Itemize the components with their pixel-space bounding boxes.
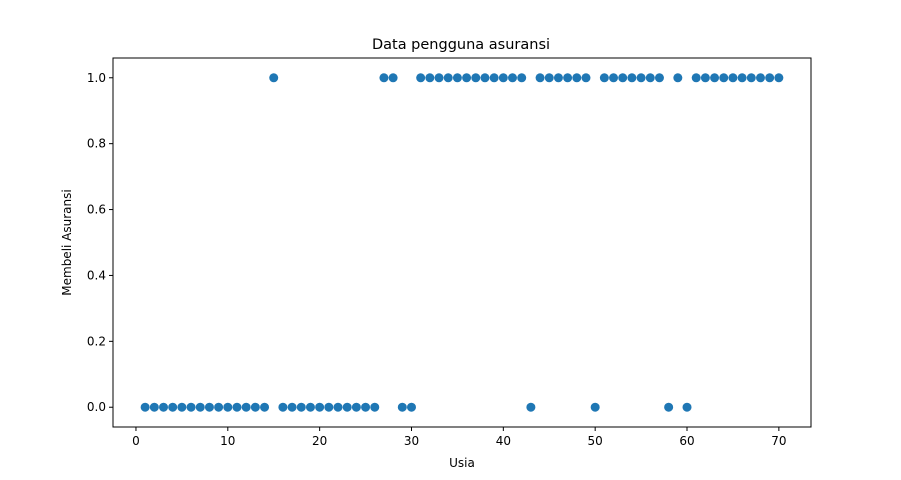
x-tick-label: 10 <box>220 434 235 448</box>
data-point <box>223 402 233 412</box>
data-point <box>416 73 426 83</box>
plot-frame <box>112 57 812 428</box>
data-point <box>489 73 499 83</box>
data-point <box>774 73 784 83</box>
data-point <box>278 402 288 412</box>
data-point <box>250 402 260 412</box>
data-point <box>443 73 453 83</box>
chart-title: Data pengguna asuransi <box>372 37 550 53</box>
data-points <box>140 73 784 412</box>
data-point <box>214 402 224 412</box>
data-point <box>315 402 325 412</box>
data-point <box>204 402 214 412</box>
data-point <box>333 402 343 412</box>
data-point <box>645 73 655 83</box>
y-tick-label: 0.4 <box>87 268 106 282</box>
y-tick-label: 0.6 <box>87 203 106 217</box>
data-point <box>609 73 619 83</box>
y-tick-label: 1.0 <box>87 71 106 85</box>
data-point <box>636 73 646 83</box>
data-point <box>434 73 444 83</box>
y-tick-label: 0.2 <box>87 334 106 348</box>
data-point <box>498 73 508 83</box>
data-point <box>471 73 481 83</box>
y-axis-label: Membeli Asuransi <box>60 189 74 295</box>
data-point <box>572 73 582 83</box>
y-tick-label: 0.0 <box>87 400 106 414</box>
data-point <box>654 73 664 83</box>
data-point <box>149 402 159 412</box>
data-point <box>177 402 187 412</box>
data-point <box>599 73 609 83</box>
data-point <box>462 73 472 83</box>
data-point <box>397 402 407 412</box>
data-point <box>544 73 554 83</box>
data-point <box>700 73 710 83</box>
data-point <box>452 73 462 83</box>
x-tick-label: 0 <box>132 434 140 448</box>
x-axis-ticks: 0 10 20 30 40 50 60 70 <box>132 427 786 448</box>
data-point <box>590 402 600 412</box>
data-point <box>186 402 196 412</box>
data-point <box>627 73 637 83</box>
data-point <box>728 73 738 83</box>
data-point <box>232 402 242 412</box>
data-point <box>370 402 380 412</box>
data-point <box>168 402 178 412</box>
data-point <box>480 73 490 83</box>
data-point <box>351 402 361 412</box>
data-point <box>388 73 398 83</box>
data-point <box>691 73 701 83</box>
data-point <box>682 402 692 412</box>
data-point <box>517 73 527 83</box>
data-point <box>563 73 573 83</box>
data-point <box>526 402 536 412</box>
data-point <box>379 73 389 83</box>
data-point <box>140 402 150 412</box>
data-point <box>406 402 416 412</box>
data-point <box>719 73 729 83</box>
x-tick-label: 30 <box>404 434 419 448</box>
data-point <box>710 73 720 83</box>
data-point <box>581 73 591 83</box>
x-tick-label: 20 <box>312 434 327 448</box>
data-point <box>755 73 765 83</box>
data-point <box>673 73 683 83</box>
data-point <box>746 73 756 83</box>
data-point <box>737 73 747 83</box>
x-tick-label: 40 <box>496 434 511 448</box>
data-point <box>425 73 435 83</box>
x-tick-label: 70 <box>771 434 786 448</box>
data-point <box>618 73 628 83</box>
data-point <box>287 402 297 412</box>
data-point <box>195 402 205 412</box>
x-axis-label: Usia <box>449 456 475 470</box>
data-point <box>361 402 371 412</box>
data-point <box>260 402 270 412</box>
data-point <box>664 402 674 412</box>
data-point <box>765 73 775 83</box>
data-point <box>508 73 518 83</box>
data-point <box>159 402 169 412</box>
data-point <box>342 402 352 412</box>
data-point <box>305 402 315 412</box>
data-point <box>324 402 334 412</box>
x-tick-label: 60 <box>679 434 694 448</box>
data-point <box>296 402 306 412</box>
x-tick-label: 50 <box>588 434 603 448</box>
data-point <box>269 73 279 83</box>
data-point <box>535 73 545 83</box>
y-axis-ticks: 0.0 0.2 0.4 0.6 0.8 1.0 <box>87 71 113 414</box>
data-point <box>553 73 563 83</box>
data-point <box>241 402 251 412</box>
y-tick-label: 0.8 <box>87 137 106 151</box>
